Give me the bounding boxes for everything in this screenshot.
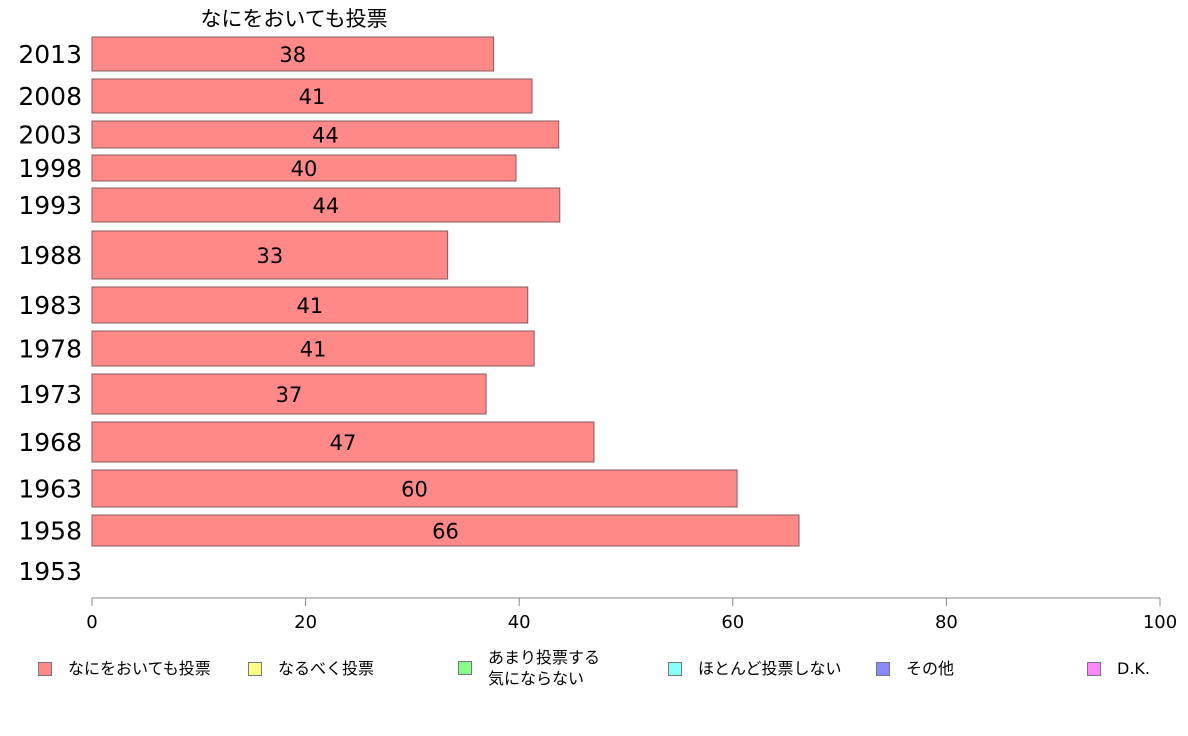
bar (91, 330, 535, 367)
legend-label: その他 (906, 659, 955, 678)
bar (91, 514, 800, 547)
y-tick-label: 1993 (18, 191, 82, 220)
y-tick-label: 1958 (18, 517, 82, 546)
y-tick-label: 2013 (18, 40, 82, 69)
legend-item: なるべく投票 (248, 658, 374, 679)
legend-swatch (1087, 661, 1101, 676)
data-label: 60 (401, 478, 428, 502)
legend-label: なにをおいても投票 (68, 659, 211, 678)
y-tick-label: 1968 (18, 428, 82, 457)
data-label: 37 (276, 383, 303, 407)
y-tick-label: 1963 (18, 475, 82, 504)
data-label: 41 (297, 294, 324, 318)
legend-item: D.K. (1087, 658, 1150, 679)
bar (91, 286, 529, 324)
bar (91, 230, 449, 280)
x-tick-label: 40 (508, 612, 531, 633)
legend-label: あまり投票する 気にならない (488, 648, 601, 688)
y-tick-label: 1953 (18, 557, 82, 586)
data-label: 33 (256, 244, 283, 268)
legend: なにをおいても投票 なるべく投票 あまり投票する 気にならない ほとんど投票しな… (0, 646, 1188, 696)
bar (91, 154, 517, 182)
legend-item: ほとんど投票しない (668, 658, 842, 679)
data-label: 66 (432, 520, 459, 544)
data-label: 38 (279, 43, 306, 67)
bar (91, 78, 533, 114)
legend-swatch (458, 661, 472, 675)
bar (91, 469, 738, 508)
data-label: 44 (313, 194, 340, 218)
chart-title: なにをおいても投票 (200, 7, 387, 31)
y-tick-label: 1973 (18, 380, 82, 409)
x-tick-label: 100 (1143, 612, 1177, 633)
legend-label: ほとんど投票しない (698, 659, 842, 678)
bar (91, 421, 595, 463)
data-label: 41 (299, 85, 326, 109)
y-tick-label: 2003 (18, 121, 82, 150)
bar-chart: なにをおいても投票 2013 38 2008 41 2003 44 1998 40 1993 44… (18, 7, 1177, 633)
y-tick-label: 2008 (18, 82, 82, 111)
legend-swatch (668, 661, 682, 676)
x-tick-label: 0 (86, 612, 97, 633)
legend-item: あまり投票する 気にならない (458, 647, 600, 689)
data-label: 41 (300, 338, 327, 362)
data-label: 40 (291, 157, 318, 181)
legend-label: なるべく投票 (278, 659, 375, 678)
legend-swatch (38, 661, 52, 676)
data-label: 44 (312, 124, 339, 148)
y-tick-label: 1988 (18, 241, 82, 270)
y-tick-label: 1983 (18, 291, 82, 320)
bar (91, 36, 495, 72)
legend-item: なにをおいても投票 (38, 658, 211, 679)
y-tick-label: 1998 (18, 154, 82, 183)
bar (91, 187, 561, 223)
bar (91, 373, 487, 415)
y-tick-label: 1978 (18, 335, 82, 364)
bar (91, 120, 560, 149)
legend-label: D.K. (1117, 659, 1150, 678)
legend-swatch (248, 661, 262, 676)
x-tick-label: 20 (294, 612, 317, 633)
data-label: 47 (330, 431, 357, 455)
x-tick-label: 80 (935, 612, 958, 633)
legend-item: その他 (876, 658, 954, 679)
x-tick-label: 60 (721, 612, 744, 633)
legend-swatch (876, 661, 890, 676)
